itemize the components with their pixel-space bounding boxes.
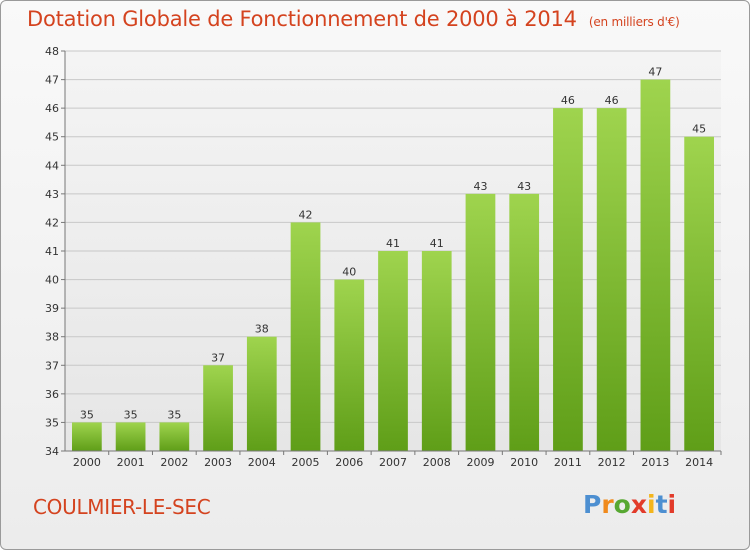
y-tick-label: 45 <box>45 131 59 144</box>
bar <box>553 108 583 452</box>
y-tick-label: 47 <box>45 74 59 87</box>
x-tick-label: 2007 <box>379 456 407 469</box>
y-tick-label: 38 <box>45 331 59 344</box>
proxiti-logo[interactable]: Proxiti <box>583 490 676 519</box>
bar <box>334 279 365 451</box>
y-tick-label: 34 <box>45 445 59 458</box>
logo-letter: t <box>655 490 668 519</box>
x-tick-label: 2014 <box>685 456 713 469</box>
x-tick-label: 2009 <box>466 456 494 469</box>
data-label: 42 <box>299 208 313 221</box>
bar <box>640 79 671 452</box>
data-label: 38 <box>255 323 269 336</box>
data-label: 47 <box>648 66 662 79</box>
logo-letter: P <box>583 490 602 519</box>
place-name: COULMIER-LE-SEC <box>33 495 211 519</box>
bar <box>509 193 540 451</box>
chart-title: Dotation Globale de Fonctionnement de 20… <box>27 7 680 31</box>
data-label: 41 <box>386 237 400 250</box>
data-label: 37 <box>211 351 225 364</box>
data-label: 43 <box>517 180 531 193</box>
data-label: 43 <box>473 180 487 193</box>
y-tick-label: 44 <box>45 159 59 172</box>
y-tick-label: 36 <box>45 388 59 401</box>
x-tick-label: 2002 <box>160 456 188 469</box>
x-tick-label: 2012 <box>598 456 626 469</box>
bar <box>159 422 190 451</box>
x-tick-label: 2005 <box>292 456 320 469</box>
x-tick-label: 2001 <box>117 456 145 469</box>
bar <box>203 365 233 451</box>
x-tick-label: 2004 <box>248 456 276 469</box>
bars <box>71 79 715 452</box>
x-tick-label: 2011 <box>554 456 582 469</box>
bar <box>115 422 146 451</box>
data-label: 40 <box>342 266 356 279</box>
logo-letter: o <box>613 490 631 519</box>
logo-letter: i <box>667 490 677 519</box>
data-label: 35 <box>124 408 138 421</box>
y-tick-label: 41 <box>45 245 59 258</box>
data-label: 46 <box>561 94 575 107</box>
y-tick-label: 46 <box>45 102 59 115</box>
chart-subtitle: (en milliers d'€) <box>588 15 680 29</box>
x-axis-ticks: 2000 2001 2002 2003 2004 2005 2006 2007 2008 2009… <box>73 451 722 469</box>
data-label: 45 <box>692 123 706 136</box>
bar <box>421 251 452 451</box>
bar <box>596 108 627 452</box>
x-tick-label: 2010 <box>510 456 538 469</box>
bar <box>684 136 715 451</box>
y-tick-label: 42 <box>45 216 59 229</box>
logo-letter: r <box>601 490 614 519</box>
y-tick-label: 35 <box>45 416 59 429</box>
logo-letter: x <box>630 490 647 519</box>
x-tick-label: 2003 <box>204 456 232 469</box>
bar <box>71 422 102 451</box>
data-label: 35 <box>167 408 181 421</box>
bar <box>290 222 321 451</box>
y-tick-label: 37 <box>45 359 59 372</box>
y-tick-label: 39 <box>45 302 59 315</box>
data-label: 41 <box>430 237 444 250</box>
y-tick-label: 48 <box>45 45 59 58</box>
x-tick-label: 2000 <box>73 456 101 469</box>
bar <box>246 336 277 451</box>
data-label: 46 <box>605 94 619 107</box>
bar <box>465 193 496 451</box>
data-labels: 35 35 35 37 38 42 40 41 41 43 43 46 46 47 45 <box>80 66 706 422</box>
x-tick-label: 2013 <box>641 456 669 469</box>
bar <box>378 251 408 451</box>
y-axis-ticks: 34 35 36 37 38 39 40 41 42 43 44 45 46 47 48 <box>45 45 65 458</box>
y-tick-label: 40 <box>45 274 59 287</box>
logo-letter: i <box>647 490 656 519</box>
x-tick-label: 2006 <box>335 456 363 469</box>
x-tick-label: 2008 <box>423 456 451 469</box>
y-tick-label: 43 <box>45 188 59 201</box>
data-label: 35 <box>80 408 94 421</box>
